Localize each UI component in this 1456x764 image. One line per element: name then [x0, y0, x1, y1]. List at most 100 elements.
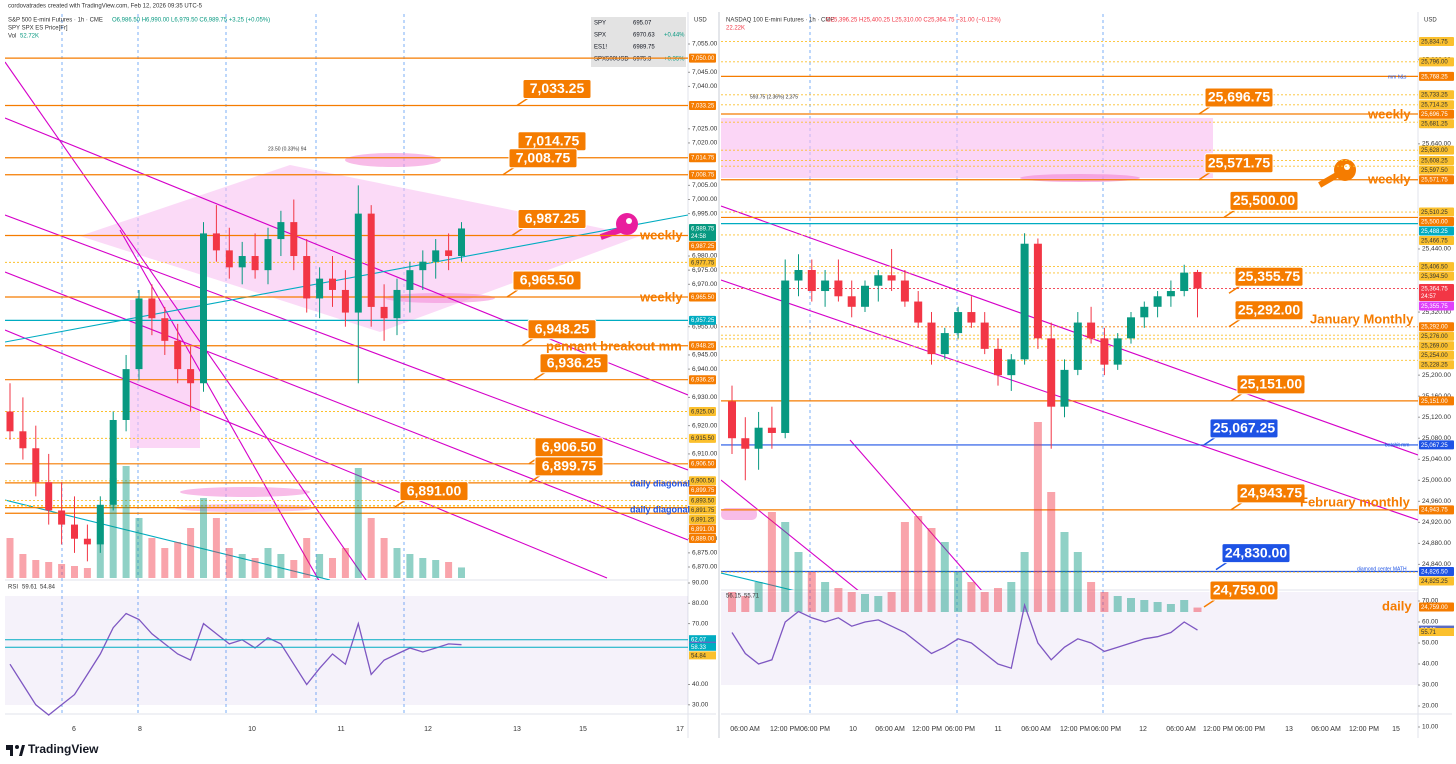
level-badge: [689, 459, 716, 469]
candle-body: [834, 280, 843, 297]
volume-bar: [1020, 552, 1029, 612]
volume-bar: [83, 568, 91, 578]
volume-bar: [264, 548, 272, 578]
candle-body: [861, 285, 869, 307]
rsi-header: RSI: [8, 585, 18, 591]
candle-body: [1153, 296, 1162, 307]
level-label: 25,151.00: [1421, 399, 1448, 405]
level-badge: [1419, 119, 1454, 129]
volume-label: Vol: [8, 34, 16, 40]
candle-body: [71, 524, 78, 539]
callout-label: 25,067.25: [1213, 420, 1275, 436]
candle-body: [980, 322, 989, 349]
y-tick-label: 6,995.00: [692, 210, 718, 217]
x-tick-label: 06:00 AM: [730, 726, 760, 733]
volume-bar: [432, 560, 440, 578]
callout-box: [512, 270, 582, 291]
y-tick-label: 6,955.00: [692, 323, 718, 330]
y-tick-label: 7,055.00: [692, 41, 718, 48]
ticker-cell: 6970.63: [633, 33, 655, 39]
callout-box: [1236, 374, 1306, 395]
candle-body: [1047, 338, 1056, 407]
volume-bar: [994, 588, 1002, 612]
volume-bar: [32, 560, 40, 578]
x-tick-label: 11: [994, 726, 1001, 733]
author-line: cordovatrades created with TradingView.c…: [8, 4, 203, 10]
y-tick-label: 7,025.00: [692, 126, 718, 133]
level-badge: [689, 292, 716, 302]
callout-label: 25,355.75: [1238, 268, 1300, 284]
volume-value: 22.22K: [726, 26, 745, 32]
candle-body: [887, 275, 896, 281]
level-label: 25,733.25: [1421, 93, 1448, 99]
y-tick-label: 6,870.00: [692, 564, 718, 571]
candle-body: [174, 340, 182, 370]
candle-body: [6, 411, 14, 432]
rsi-tick-label: 10.00: [1422, 724, 1439, 731]
candle-body: [109, 419, 117, 505]
y-tick-label: 7,020.00: [692, 140, 718, 147]
level-label: 6,977.75: [691, 260, 715, 266]
symbol: S&P 500 E-mini Futures · 1h · CME: [8, 18, 103, 24]
level-badge: [689, 257, 716, 267]
volume-bar: [807, 572, 816, 612]
rsi-header: 55.71: [744, 594, 760, 600]
level-badge: [1419, 100, 1454, 110]
candle-body: [96, 504, 104, 545]
level-badge: [689, 241, 716, 251]
annotation: weekly: [1367, 171, 1411, 186]
level-label: 7,008.75: [691, 173, 715, 179]
level-label: 6,925.00: [691, 409, 715, 415]
ohlc: O25,396.25 H25,400.25 L25,310.00 C25,364…: [826, 18, 1001, 24]
volume-bar: [1033, 422, 1042, 612]
candle-body: [1060, 369, 1069, 407]
level-badge: [1419, 602, 1454, 612]
candle-body: [354, 213, 362, 313]
level-badge: [1419, 175, 1454, 185]
currency: USD: [694, 18, 707, 24]
annotation: 593.75 (2.36%) 2,375: [750, 94, 798, 100]
level-badge: [1419, 331, 1454, 341]
x-tick-label: 8: [138, 726, 142, 733]
candle-body: [1007, 359, 1016, 376]
candle-body: [767, 427, 776, 433]
pane-frames: [5, 12, 1452, 738]
candle-body: [821, 280, 830, 292]
candle-body: [794, 270, 803, 281]
annotation: daily diagonal: [630, 504, 690, 514]
callout-label: 24,943.75: [1240, 485, 1302, 501]
volume-bar: [794, 552, 803, 612]
volume-bar: [6, 538, 14, 578]
rsi-tick-label: 50.00: [1422, 640, 1439, 647]
rsi-level-label: 54.84: [691, 653, 707, 659]
candle-body: [1087, 322, 1096, 339]
level-label: 25,510.25: [1421, 210, 1448, 216]
level-badge: [689, 153, 716, 163]
callout-label: 24,830.00: [1225, 544, 1287, 560]
level-label: 25,292.00: [1421, 325, 1448, 331]
y-tick-label: 25,080.00: [1422, 435, 1451, 442]
ticker-cell: SPY: [594, 21, 606, 27]
callout-box: [1234, 300, 1304, 321]
volume-bar: [741, 596, 750, 612]
ticker-cell: SPX500USD: [594, 57, 629, 63]
candle-body: [329, 278, 336, 290]
volume-bar: [393, 548, 401, 578]
level-label: 6,915.50: [691, 436, 715, 442]
annotation: 23.50 (0.33%) 94: [268, 146, 307, 152]
y-tick-label: 6,875.00: [692, 550, 718, 557]
level-badge: [1419, 396, 1454, 406]
candle-body: [45, 482, 53, 511]
level-badge: [1419, 165, 1454, 175]
rsi-line: [9, 612, 462, 716]
level-badge: [1419, 440, 1454, 450]
x-tick-label: 06:00 PM: [945, 726, 975, 733]
volume-bar: [1153, 602, 1162, 612]
rsi-tick-label: 30.00: [1422, 682, 1439, 689]
level-label: 6,957.25: [691, 318, 715, 324]
footer-logo: TradingView: [6, 742, 99, 756]
ticker-cell: 6975.3: [633, 57, 652, 63]
level-badge: [1419, 207, 1454, 217]
candle-body: [458, 228, 465, 257]
